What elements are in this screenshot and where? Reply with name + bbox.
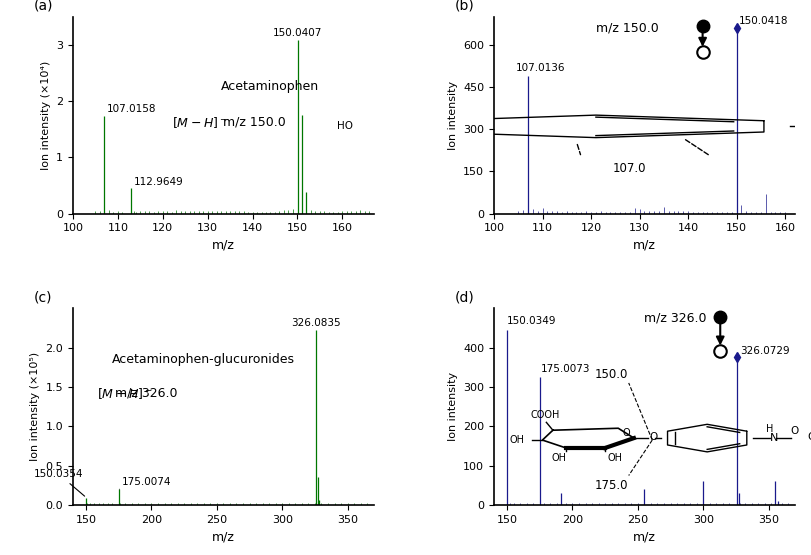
Text: Acetaminophen-glucuronides: Acetaminophen-glucuronides — [112, 353, 295, 366]
Text: (a): (a) — [34, 0, 54, 13]
Text: H: H — [766, 424, 774, 434]
X-axis label: m/z: m/z — [212, 531, 235, 543]
Text: OH: OH — [607, 453, 623, 463]
Text: 175.0074: 175.0074 — [122, 477, 171, 487]
Text: (d): (d) — [455, 290, 474, 304]
Text: 175.0073: 175.0073 — [540, 364, 590, 374]
Text: 112.9649: 112.9649 — [134, 176, 183, 186]
Y-axis label: Ion intensity: Ion intensity — [448, 372, 457, 441]
Text: m/z 150.0: m/z 150.0 — [596, 22, 659, 34]
Text: m/z 150.0: m/z 150.0 — [223, 116, 286, 129]
Text: 150.0354: 150.0354 — [34, 469, 84, 496]
Text: O: O — [622, 428, 630, 438]
Text: 326.0835: 326.0835 — [291, 318, 341, 328]
Text: CH$_3$: CH$_3$ — [807, 431, 811, 444]
Text: 107.0158: 107.0158 — [107, 104, 157, 114]
X-axis label: m/z: m/z — [633, 531, 656, 543]
Y-axis label: Ion intensity (×10⁴): Ion intensity (×10⁴) — [41, 60, 50, 170]
Text: 150.0407: 150.0407 — [273, 28, 322, 38]
Y-axis label: Ion intensity: Ion intensity — [448, 80, 457, 150]
Text: 150.0: 150.0 — [595, 368, 629, 381]
Text: 150.0349: 150.0349 — [507, 316, 556, 326]
Text: 175.0: 175.0 — [595, 480, 629, 492]
Text: 107.0: 107.0 — [613, 162, 646, 174]
Text: $[M-H]^-$: $[M-H]^-$ — [172, 115, 227, 130]
Text: (c): (c) — [34, 290, 53, 304]
Text: OH: OH — [509, 435, 524, 445]
Text: m/z 326.0: m/z 326.0 — [115, 387, 178, 400]
Text: 150.0418: 150.0418 — [739, 16, 788, 26]
Text: m/z 326.0: m/z 326.0 — [645, 311, 707, 325]
Text: 326.0729: 326.0729 — [740, 346, 789, 356]
X-axis label: m/z: m/z — [212, 239, 235, 252]
Text: COOH: COOH — [530, 410, 560, 420]
Text: 107.0136: 107.0136 — [516, 63, 565, 73]
Text: OH: OH — [552, 453, 567, 463]
Text: N: N — [770, 433, 779, 443]
Y-axis label: Ion intensity (×10⁵): Ion intensity (×10⁵) — [30, 352, 40, 461]
Text: O: O — [791, 426, 799, 436]
Text: O: O — [650, 432, 658, 442]
X-axis label: m/z: m/z — [633, 239, 656, 252]
Text: Acetaminophen: Acetaminophen — [221, 80, 320, 93]
Text: (b): (b) — [455, 0, 474, 13]
Text: HO: HO — [337, 122, 354, 132]
Text: $[M-H]^-$: $[M-H]^-$ — [97, 386, 152, 401]
